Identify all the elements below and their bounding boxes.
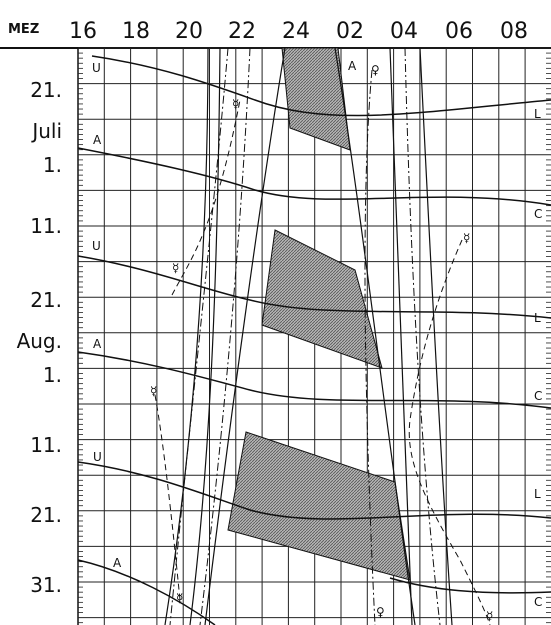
curve-marker-right: C bbox=[534, 595, 542, 609]
date-label: Juli bbox=[30, 119, 62, 143]
shaded-regions bbox=[227, 47, 411, 581]
curves bbox=[77, 47, 551, 625]
curve-marker-left: A bbox=[113, 556, 122, 570]
venus-symbol: ♀ bbox=[376, 605, 385, 619]
curve-marker-left: U bbox=[92, 61, 101, 75]
mercury-symbol: ☿ bbox=[232, 97, 239, 111]
mercury-symbol: ☿ bbox=[176, 591, 183, 605]
hour-label: 18 bbox=[122, 19, 150, 44]
vertical-curve-4 bbox=[334, 47, 416, 625]
curve-marker-left: A bbox=[93, 133, 102, 147]
hour-label: 16 bbox=[69, 19, 97, 44]
timezone-label: MEZ bbox=[8, 22, 39, 37]
date-label: 21. bbox=[30, 288, 62, 312]
date-label: 21. bbox=[30, 503, 62, 527]
curve-marker-top: A bbox=[348, 59, 357, 73]
mercury-symbol: ☿ bbox=[486, 609, 493, 623]
date-label: 1. bbox=[43, 153, 62, 177]
curve-marker-right: L bbox=[534, 311, 541, 325]
dashed-curve-2 bbox=[199, 47, 251, 625]
mercury-symbol: ☿ bbox=[150, 384, 157, 398]
hour-label: 20 bbox=[175, 19, 203, 44]
shaded-region-middle bbox=[261, 229, 383, 369]
date-label: 11. bbox=[30, 433, 62, 457]
hour-label: 06 bbox=[445, 19, 473, 44]
curve-a-3 bbox=[77, 559, 216, 625]
curve-u-2 bbox=[77, 255, 551, 319]
planet-symbols: ☿ ☿ ☿ ☿ ☿ ☿ ♀ ♀ bbox=[150, 63, 493, 623]
hour-label: 08 bbox=[500, 19, 528, 44]
curve-marker-left: U bbox=[93, 450, 102, 464]
date-label: 1. bbox=[43, 363, 62, 387]
curve-marker-right: C bbox=[534, 207, 542, 221]
hour-label: 02 bbox=[336, 19, 364, 44]
dashed-curve-7 bbox=[408, 239, 491, 625]
dashed-curve-6 bbox=[171, 99, 241, 296]
mercury-symbol: ☿ bbox=[172, 261, 179, 275]
curve-a-2 bbox=[77, 351, 551, 409]
venus-symbol: ♀ bbox=[371, 63, 380, 77]
curve-marker-right: C bbox=[534, 389, 542, 403]
hour-label: 24 bbox=[282, 19, 310, 44]
curve-marker-right: L bbox=[534, 487, 541, 501]
hour-label: 22 bbox=[228, 19, 256, 44]
header-band bbox=[0, 0, 551, 48]
date-label: 11. bbox=[30, 214, 62, 238]
date-labels: 21. Juli 1. 11. 21. Aug. 1. 11. 21. 31. bbox=[17, 78, 62, 597]
vertical-curve-5 bbox=[389, 47, 413, 625]
dashed-curve-4 bbox=[404, 47, 441, 625]
curve-bottom-right bbox=[389, 577, 551, 594]
dashed-curve-3 bbox=[364, 69, 376, 625]
dashed-curve-1 bbox=[169, 47, 229, 625]
curve-a-1 bbox=[77, 147, 551, 206]
curve-marker-right: L bbox=[534, 107, 541, 121]
vertical-curve-6 bbox=[419, 47, 453, 625]
dashed-curve-5 bbox=[154, 394, 181, 601]
mercury-symbol: ☿ bbox=[463, 231, 470, 245]
curve-u-3 bbox=[77, 461, 551, 520]
curve-marker-left: U bbox=[92, 239, 101, 253]
curve-markers: U A U A U A L C L C L C A bbox=[92, 59, 542, 609]
header: MEZ 16 18 20 22 24 02 04 06 08 bbox=[8, 19, 528, 44]
vertical-curve-3 bbox=[204, 47, 286, 625]
date-label: 31. bbox=[30, 573, 62, 597]
date-label: Aug. bbox=[17, 329, 62, 353]
curve-u-1 bbox=[91, 55, 551, 117]
hour-label: 04 bbox=[390, 19, 418, 44]
curve-marker-left: A bbox=[93, 337, 102, 351]
vertical-curve-2 bbox=[189, 47, 221, 625]
vertical-curve-1 bbox=[164, 47, 209, 625]
date-label: 21. bbox=[30, 78, 62, 102]
